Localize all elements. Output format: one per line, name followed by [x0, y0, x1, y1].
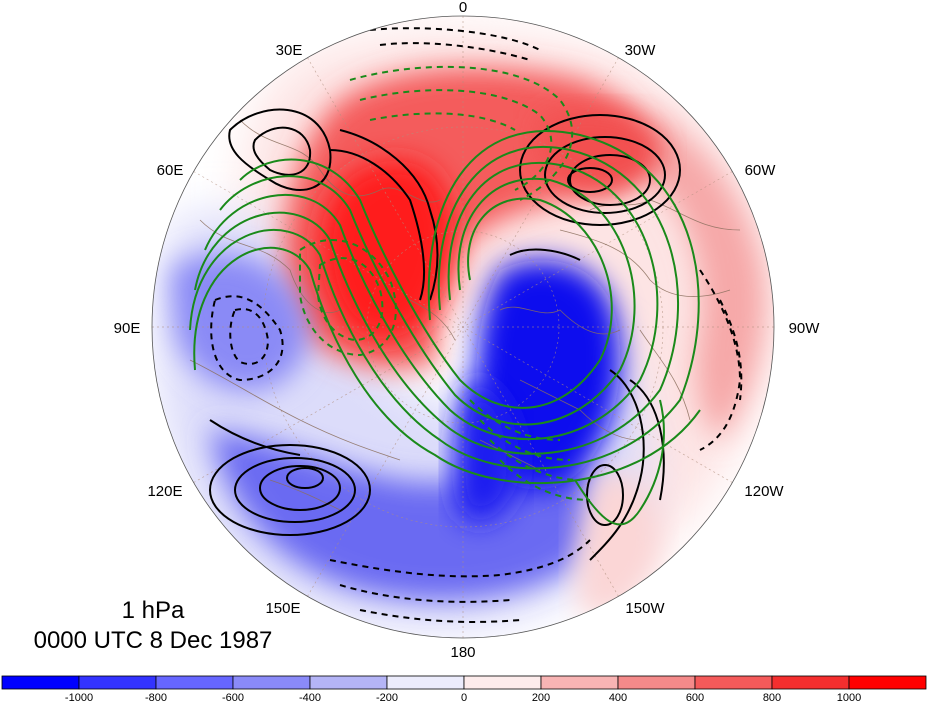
lon-label-60w: 60W — [745, 162, 777, 179]
colorbar-swatch — [771, 675, 850, 690]
colorbar-swatch — [540, 675, 619, 690]
lon-label-150w: 150W — [625, 600, 665, 617]
lon-label-180: 180 — [450, 644, 475, 661]
lon-label-120w: 120W — [744, 483, 784, 500]
lon-label-90w: 90W — [789, 320, 821, 337]
colorbar-swatch — [1, 675, 80, 690]
colorbar-swatch — [848, 675, 927, 690]
black-dashed-contours — [210, 27, 743, 623]
map-disk — [152, 16, 774, 638]
colorbar-tick-label: 600 — [686, 692, 704, 702]
lon-label-60e: 60E — [157, 162, 184, 179]
map-border — [151, 15, 775, 639]
colorbar-swatch — [617, 675, 696, 690]
colorbar-tick-label: -400 — [299, 692, 321, 702]
colorbar-tick-label: 1000 — [837, 692, 861, 702]
colorbar-swatch — [78, 675, 157, 690]
colorbar-tick-label: -1000 — [65, 692, 93, 702]
lon-label-90e: 90E — [114, 320, 141, 337]
colorbar-tick-label: 400 — [609, 692, 627, 702]
colorbar-swatch — [463, 675, 542, 690]
green-solid-contours — [189, 129, 701, 526]
caption-level: 1 hPa — [122, 597, 185, 624]
colorbar-tick-label: -800 — [145, 692, 167, 702]
colorbar-tick-label: 0 — [461, 692, 467, 702]
black-solid-contours — [209, 108, 681, 561]
colorbar-swatch — [386, 675, 465, 690]
lon-label-0: 0 — [459, 0, 467, 16]
colorbar-swatch — [694, 675, 773, 690]
lon-label-30e: 30E — [276, 42, 303, 59]
colorbar-swatch — [232, 675, 311, 690]
colorbar-tick-label: 800 — [763, 692, 781, 702]
green-dashed-contours — [299, 65, 591, 501]
colorbar-swatch — [309, 675, 388, 690]
colorbar-tick-label: 200 — [532, 692, 550, 702]
lon-label-150e: 150E — [265, 600, 300, 617]
lon-label-120e: 120E — [147, 483, 182, 500]
caption-time: 0000 UTC 8 Dec 1987 — [34, 627, 273, 654]
lon-label-30w: 30W — [625, 42, 657, 59]
colorbar-tick-label: -600 — [222, 692, 244, 702]
colorbar-tick-label: -200 — [376, 692, 398, 702]
colorbar-swatch — [155, 675, 234, 690]
longitude-labels: 0 30W 60W 90W 120W 150W 180 150E 120E 90… — [114, 0, 821, 661]
colorbar: -1000 -800 -600 -400 -200 0 200 400 600 800 1000 — [1, 675, 927, 702]
shading-layer — [157, 31, 774, 630]
